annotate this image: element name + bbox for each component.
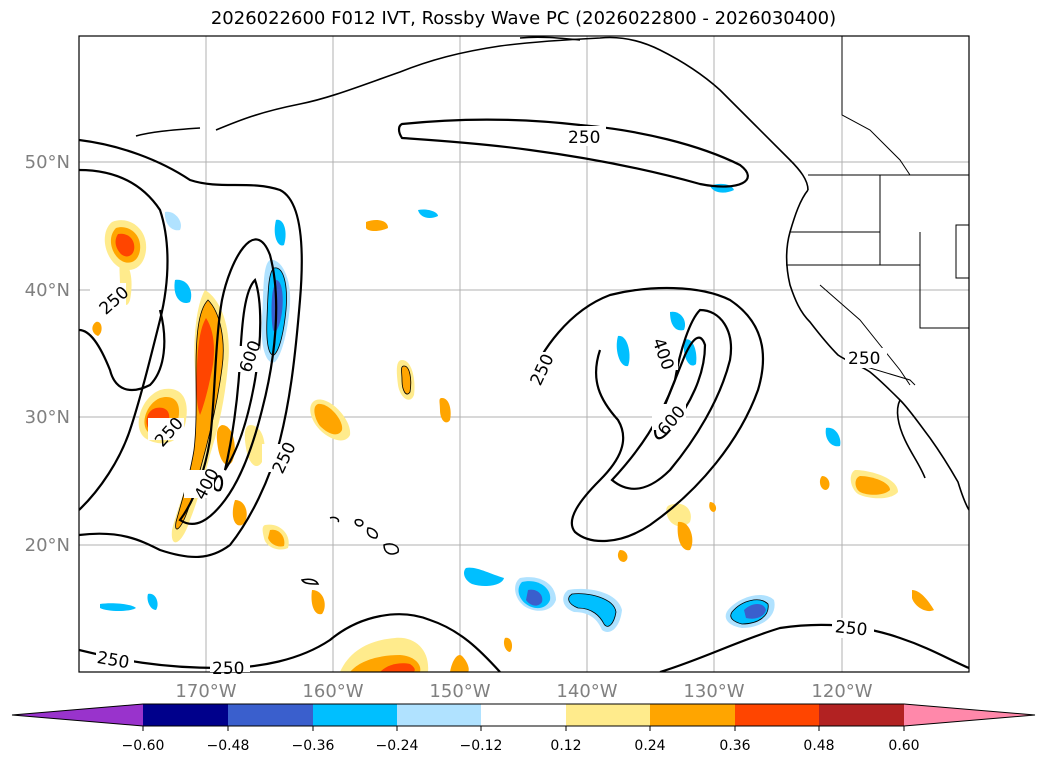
lat-label: 50°N [25,152,70,173]
lon-label: 130°W [683,681,744,702]
contour-labels-east: 250 250 400 600 250 250 [522,126,887,640]
ivt-contours [79,118,969,672]
colorbar-tick-label: −0.60 [122,738,165,754]
lat-label: 30°N [25,407,70,428]
colorbar-swatch [566,704,650,726]
colorbar-swatch [735,704,819,726]
map-title: 2026022600 F012 IVT, Rossby Wave PC (202… [210,8,837,29]
colorbar-extend-low [12,704,143,726]
colorbar-swatch [228,704,313,726]
colorbar-tick-label: 0.60 [888,738,919,754]
colorbar-tick-label: −0.36 [292,738,335,754]
contour-label: 250 [212,659,244,679]
hawaii-islands [300,516,400,585]
colorbar-swatch [819,704,904,726]
colorbar-tick-label: 0.36 [719,738,750,754]
colorbar-swatch [481,704,566,726]
colorbar-tick-label: 0.12 [550,738,581,754]
lon-label: 120°W [811,681,872,702]
map-frame [78,35,970,673]
longitude-labels: 170°W 160°W 150°W 140°W 130°W 120°W [175,681,872,702]
contour-label: 250 [834,617,868,640]
political-borders [786,36,969,386]
alaska-coastline [135,36,809,191]
colorbar-tick-label: −0.12 [460,738,503,754]
colorbar-tick-label: −0.24 [376,738,419,754]
colorbar-swatch [397,704,481,726]
latitude-labels: 50°N 40°N 30°N 20°N [25,152,70,556]
colorbar: −0.60 −0.48 −0.36 −0.24 −0.12 0.12 0.24 … [11,703,1036,754]
lon-label: 170°W [175,681,236,702]
lat-label: 20°N [25,535,70,556]
colorbar-tick-label: 0.24 [634,738,665,754]
lon-label: 160°W [302,681,363,702]
contour-label: 250 [568,128,600,148]
colorbar-swatch [143,704,228,726]
graticule [79,36,969,672]
colorbar-swatch [650,704,735,726]
lon-label: 140°W [556,681,617,702]
lon-label: 150°W [429,681,490,702]
lat-label: 40°N [25,280,70,301]
colorbar-swatch [313,704,397,726]
contour-label: 250 [848,349,880,369]
colorbar-extend-high [904,704,1035,726]
rossby-pc-fill [92,183,934,672]
colorbar-tick-label: −0.48 [207,738,250,754]
colorbar-tick-label: 0.48 [803,738,834,754]
